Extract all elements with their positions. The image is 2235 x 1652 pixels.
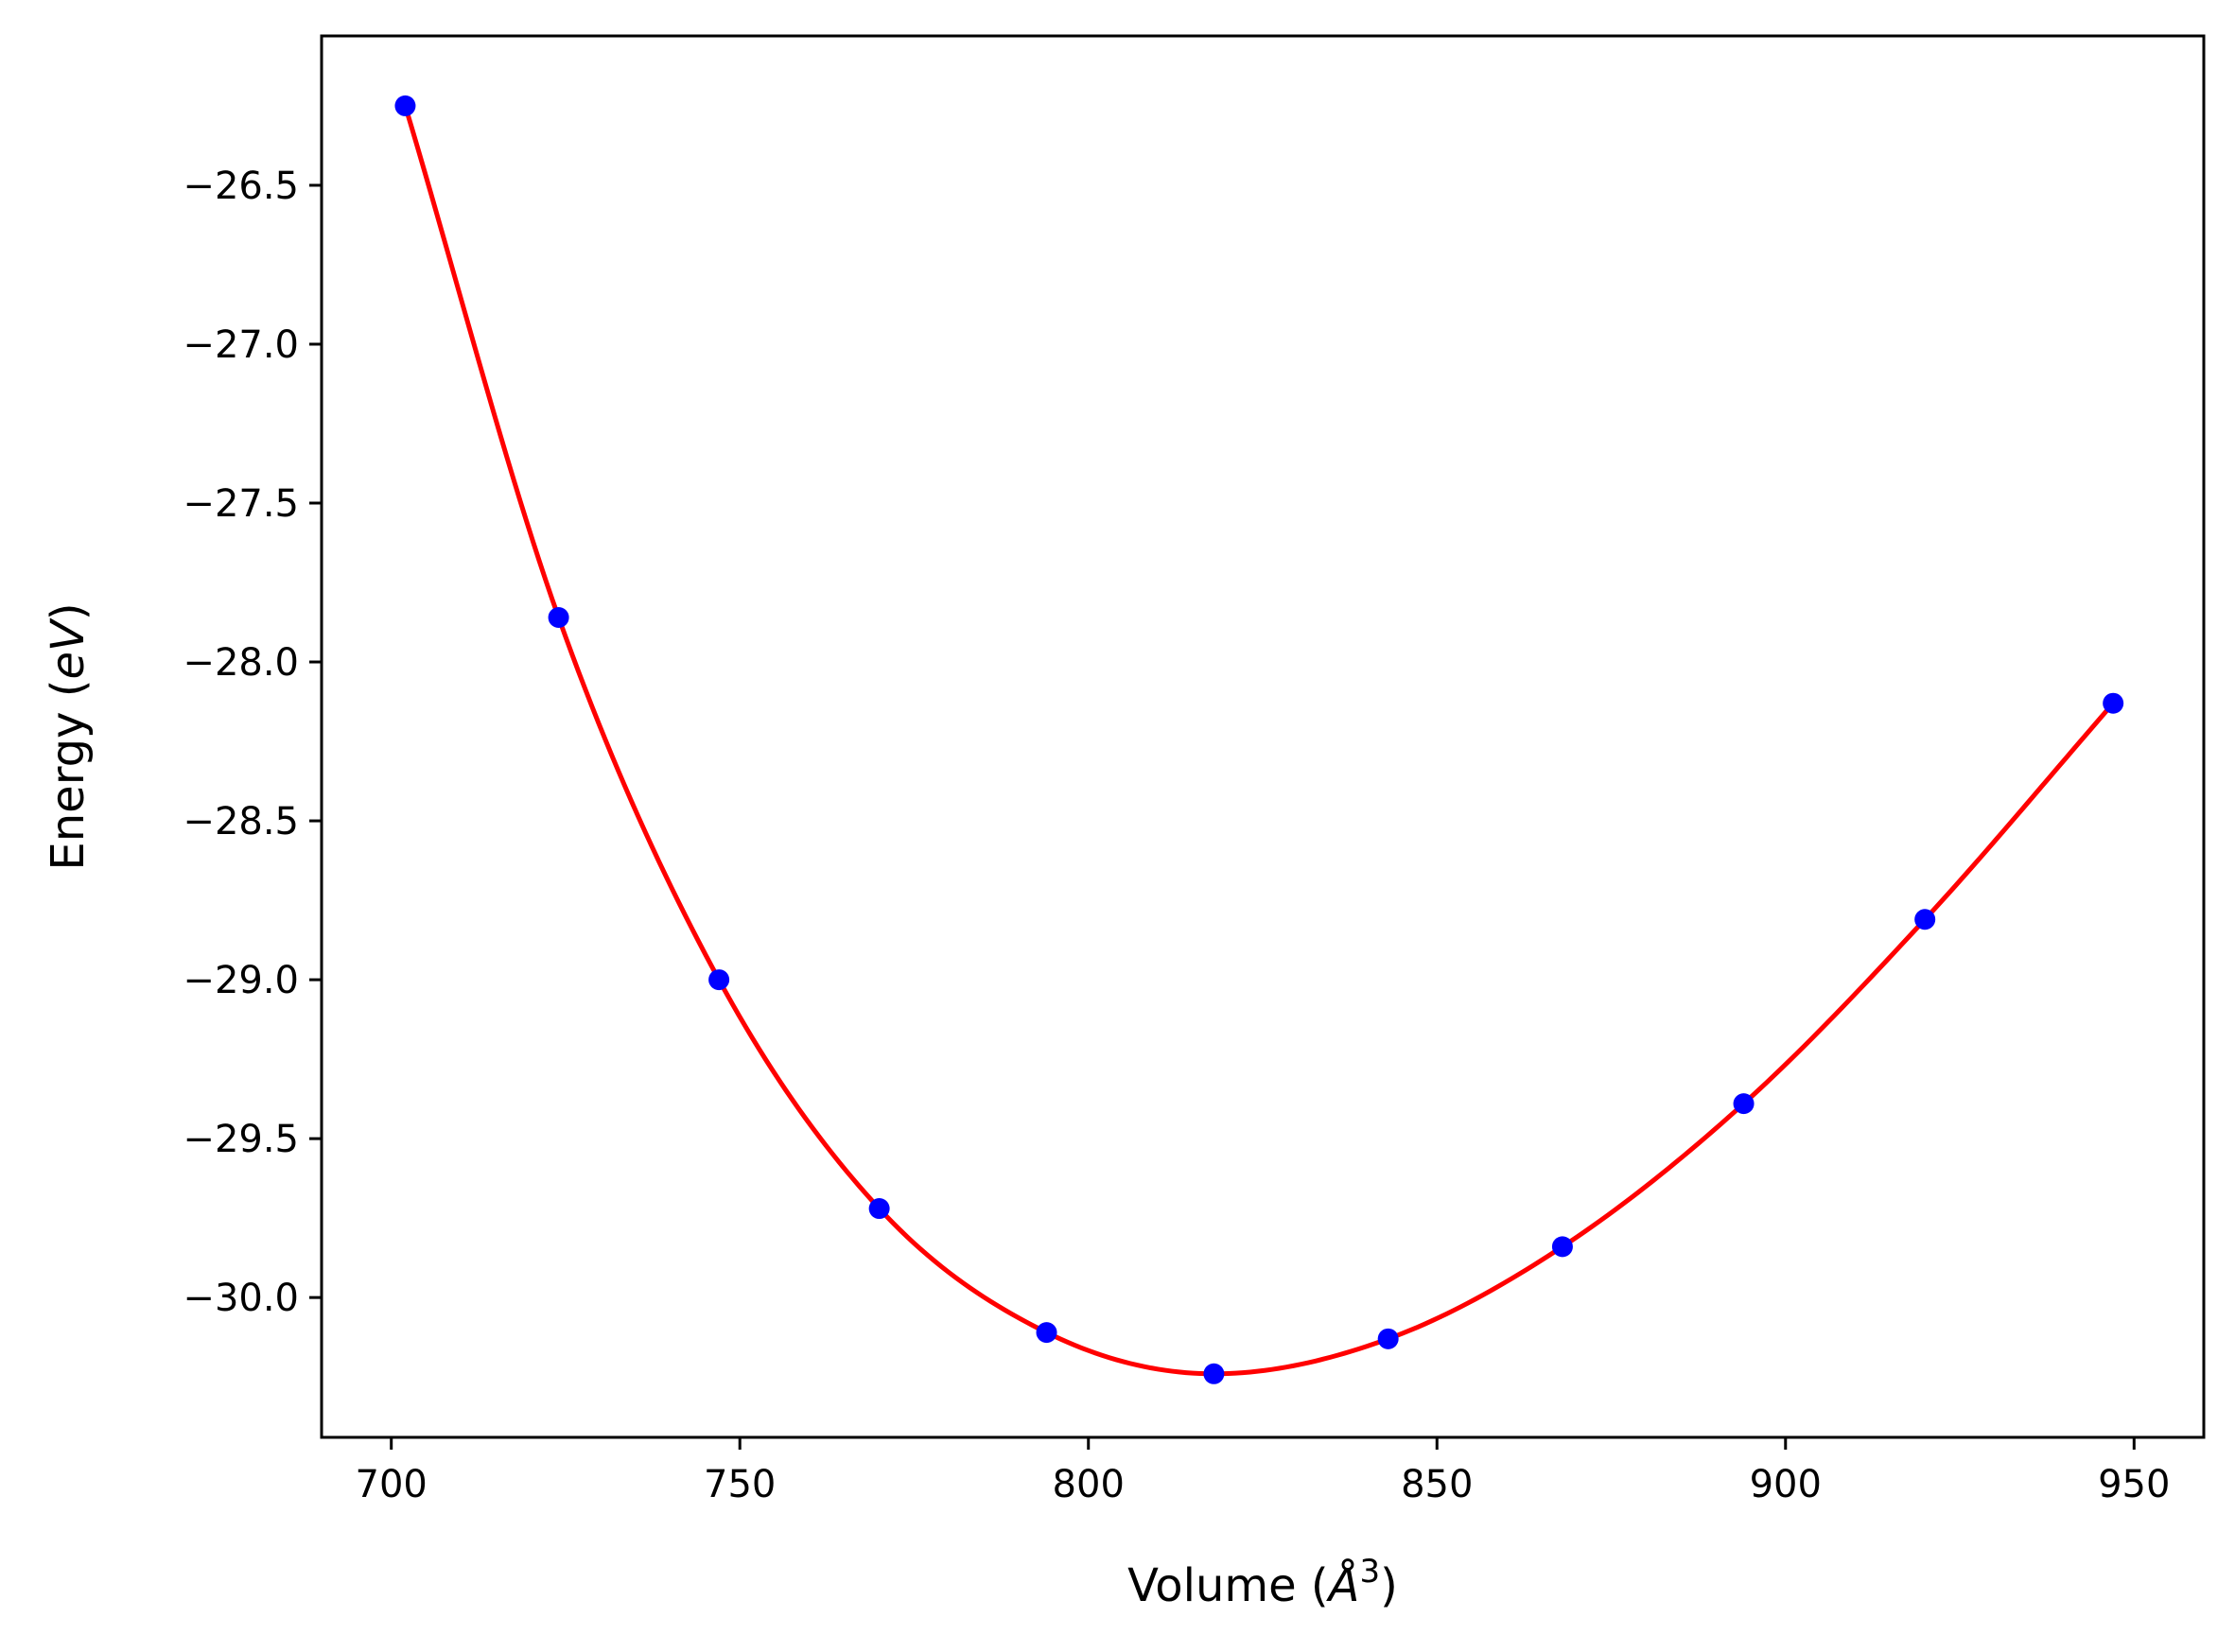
x-axis-label-suffix: ) — [1380, 1559, 1398, 1612]
data-point — [1551, 1236, 1573, 1258]
x-tick-label: 800 — [1053, 1463, 1125, 1506]
data-points-layer — [394, 95, 2124, 1384]
data-point — [1203, 1363, 1225, 1384]
x-tick-label: 900 — [1750, 1463, 1822, 1506]
y-axis-ticks: −26.5 −27.0 −27.5 −28.0 −28.5 −29.0 −29.5 −30.0 — [183, 165, 322, 1320]
x-axis-label-prefix: Volume ( — [1127, 1559, 1329, 1612]
data-point — [1377, 1328, 1399, 1349]
y-tick-label: −29.5 — [183, 1118, 299, 1161]
x-axis-label-exponent: 3 — [1359, 1553, 1380, 1591]
x-tick-label: 850 — [1401, 1463, 1473, 1506]
data-point — [708, 969, 730, 991]
y-tick-label: −26.5 — [183, 165, 299, 208]
x-tick-label: 950 — [2098, 1463, 2170, 1506]
plot-frame — [320, 34, 2206, 1439]
data-point — [394, 95, 416, 116]
data-point — [1036, 1322, 1057, 1344]
y-tick-label: −28.5 — [183, 800, 299, 843]
x-tick-label: 700 — [356, 1463, 428, 1506]
x-axis-ticks: 700 750 800 850 900 950 — [356, 1437, 2170, 1506]
y-axis-label: Energy (eV) — [42, 602, 95, 870]
data-point — [1733, 1093, 1755, 1115]
y-axis-label-unit: eV — [42, 617, 95, 680]
data-point — [868, 1198, 890, 1220]
x-axis-label: Volume (Å3) — [1127, 1553, 1398, 1612]
data-point — [548, 606, 569, 628]
y-tick-label: −28.0 — [183, 641, 299, 685]
y-tick-label: −27.0 — [183, 323, 299, 367]
y-tick-label: −30.0 — [183, 1277, 299, 1320]
data-point — [1914, 909, 1936, 930]
x-tick-label: 750 — [704, 1463, 776, 1506]
y-tick-label: −27.5 — [183, 482, 299, 526]
y-axis-label-suffix: ) — [42, 602, 95, 620]
y-tick-label: −29.0 — [183, 959, 299, 1002]
y-axis-label-prefix: Energy ( — [42, 680, 95, 871]
x-axis-label-unit: Å — [1326, 1558, 1360, 1612]
data-point — [2103, 692, 2124, 714]
